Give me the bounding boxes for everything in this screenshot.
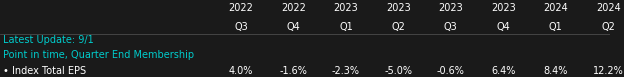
- Text: 6.4%: 6.4%: [491, 66, 515, 76]
- Text: 4.0%: 4.0%: [229, 66, 253, 76]
- Text: 2022: 2022: [281, 3, 306, 13]
- Text: Q4: Q4: [286, 22, 300, 32]
- Text: -5.0%: -5.0%: [384, 66, 412, 76]
- Text: 2023: 2023: [439, 3, 463, 13]
- Text: Q3: Q3: [444, 22, 458, 32]
- Text: Q3: Q3: [234, 22, 248, 32]
- Text: 2022: 2022: [228, 3, 253, 13]
- Text: • Index Total EPS: • Index Total EPS: [3, 66, 86, 76]
- Text: Latest Update: 9/1: Latest Update: 9/1: [3, 35, 94, 45]
- Text: 8.4%: 8.4%: [544, 66, 568, 76]
- Text: 2024: 2024: [544, 3, 568, 13]
- Text: -2.3%: -2.3%: [332, 66, 360, 76]
- Text: 2024: 2024: [596, 3, 621, 13]
- Text: -0.6%: -0.6%: [437, 66, 465, 76]
- Text: Point in time, Quarter End Membership: Point in time, Quarter End Membership: [3, 50, 194, 60]
- Text: Q1: Q1: [339, 22, 353, 32]
- Text: Q1: Q1: [549, 22, 563, 32]
- Text: -1.6%: -1.6%: [280, 66, 308, 76]
- Text: 2023: 2023: [386, 3, 411, 13]
- Text: 2023: 2023: [334, 3, 358, 13]
- Text: 2023: 2023: [491, 3, 515, 13]
- Text: Q2: Q2: [602, 22, 615, 32]
- Text: 12.2%: 12.2%: [593, 66, 623, 76]
- Text: Q2: Q2: [391, 22, 406, 32]
- Text: Q4: Q4: [497, 22, 510, 32]
